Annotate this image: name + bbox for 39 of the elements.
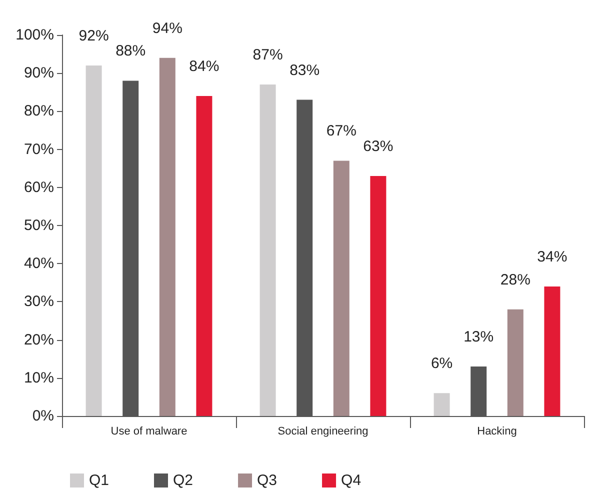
bar (159, 58, 176, 416)
y-tick-label: 50% (24, 217, 54, 234)
y-tick-label: 70% (24, 140, 54, 158)
data-label: 13% (464, 328, 494, 346)
legend-label: Q2 (173, 472, 194, 489)
y-tick-label: 40% (24, 255, 54, 272)
legend-label: Q4 (341, 472, 362, 489)
y-tick-label: 20% (24, 331, 54, 348)
data-label: 84% (189, 58, 220, 75)
data-label: 83% (290, 62, 320, 79)
data-label: 6% (430, 355, 453, 372)
y-tick-label: 10% (24, 369, 54, 386)
bar (370, 176, 386, 416)
y-tick-label: 0% (32, 408, 54, 424)
y-tick-label: 80% (24, 102, 54, 120)
bar (196, 96, 212, 416)
bar (86, 65, 102, 416)
bar (507, 309, 524, 416)
data-label: 34% (537, 248, 568, 266)
data-label: 63% (363, 138, 394, 155)
data-label: 28% (500, 271, 530, 288)
legend-label: Q3 (257, 472, 278, 489)
bar (333, 160, 350, 416)
y-tick-label: 90% (24, 64, 54, 82)
data-label: 92% (78, 27, 109, 44)
y-tick-label: 30% (24, 293, 54, 310)
x-tick-label: Hacking (477, 426, 517, 438)
legend-label: Q1 (89, 472, 110, 489)
bar (434, 393, 450, 416)
bar (544, 286, 560, 416)
y-tick-label: 100% (16, 26, 54, 44)
data-label: 87% (252, 46, 283, 64)
bar (260, 84, 276, 416)
y-tick-label: 60% (24, 178, 54, 196)
data-label: 88% (116, 42, 146, 60)
x-tick-label: Social engineering (278, 426, 368, 438)
x-tick-label: Use of malware (110, 426, 188, 438)
data-label: 67% (326, 122, 356, 140)
data-label: 94% (152, 20, 182, 37)
